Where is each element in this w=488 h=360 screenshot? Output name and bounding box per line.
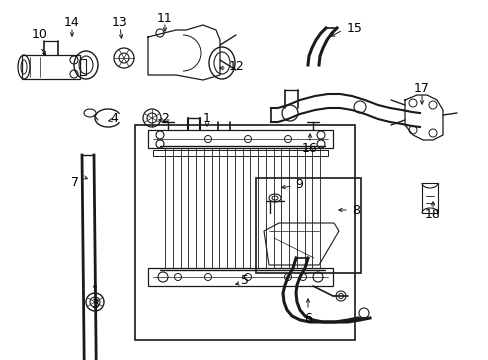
Text: 15: 15 — [346, 22, 362, 35]
Bar — [421, 183, 437, 213]
Text: 17: 17 — [413, 81, 429, 94]
Bar — [80, 59, 86, 75]
Text: 6: 6 — [304, 311, 311, 324]
Text: 9: 9 — [294, 179, 302, 192]
Text: 16: 16 — [302, 141, 317, 154]
Text: 11: 11 — [157, 12, 173, 24]
Text: 5: 5 — [241, 274, 248, 287]
Text: 7: 7 — [71, 176, 79, 189]
Bar — [153, 150, 327, 156]
Text: 10: 10 — [32, 28, 48, 41]
Text: 8: 8 — [351, 203, 359, 216]
Bar — [148, 268, 332, 286]
Bar — [22, 55, 80, 79]
Text: 12: 12 — [228, 60, 244, 73]
Bar — [135, 125, 354, 340]
Text: 18: 18 — [424, 208, 440, 221]
Text: 1: 1 — [203, 112, 210, 125]
Text: 3: 3 — [91, 298, 99, 311]
Bar — [256, 178, 360, 273]
Text: 13: 13 — [112, 15, 128, 28]
Text: 14: 14 — [64, 15, 80, 28]
Bar — [148, 130, 332, 148]
Text: 4: 4 — [110, 112, 118, 126]
Text: 2: 2 — [161, 112, 168, 126]
